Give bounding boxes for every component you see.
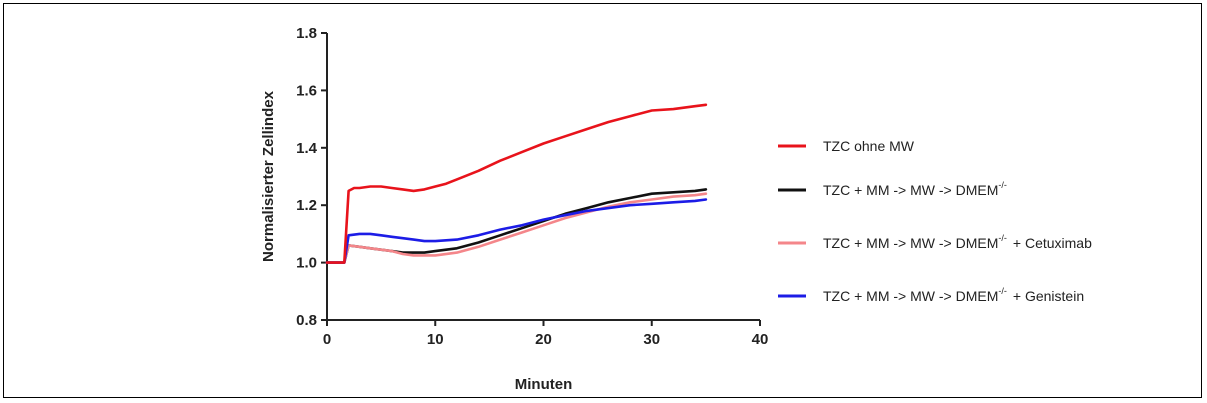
legend-label-2: TZC + MM -> MW -> DMEM-/- <box>823 180 1007 198</box>
legend: TZC ohne MW TZC + MM -> MW -> DMEM-/- TZC … <box>778 138 1092 304</box>
y-tick-label: 0.8 <box>296 312 317 329</box>
series-line-1 <box>325 103 708 264</box>
y-tick-label: 1.2 <box>296 197 317 214</box>
x-tick-label: 10 <box>427 331 444 348</box>
x-tick-label: 30 <box>643 331 660 348</box>
legend-label-1: TZC ohne MW <box>823 138 915 154</box>
axes: 0.8 1.0 1.2 1.4 1.6 1.8 0 10 20 30 40 <box>296 25 768 348</box>
legend-label-4: TZC + MM -> MW -> DMEM-/- + Genistein <box>823 286 1084 304</box>
x-tick-label: 0 <box>323 331 331 348</box>
y-tick-label: 1.4 <box>296 140 318 157</box>
y-axis-title: Normalisierter Zellindex <box>260 90 277 262</box>
y-tick-label: 1.0 <box>296 255 317 272</box>
series-line-4 <box>325 198 708 264</box>
figure-frame <box>3 3 1202 398</box>
series-line-3 <box>325 192 708 264</box>
x-tick-label: 20 <box>535 331 552 348</box>
legend-label-3: TZC + MM -> MW -> DMEM-/- + Cetuximab <box>823 233 1092 251</box>
x-axis-title: Minuten <box>515 376 573 393</box>
x-tick-label: 40 <box>752 331 769 348</box>
y-tick-label: 1.6 <box>296 82 317 99</box>
y-tick-label: 1.8 <box>296 25 317 42</box>
series-layer <box>325 103 708 264</box>
